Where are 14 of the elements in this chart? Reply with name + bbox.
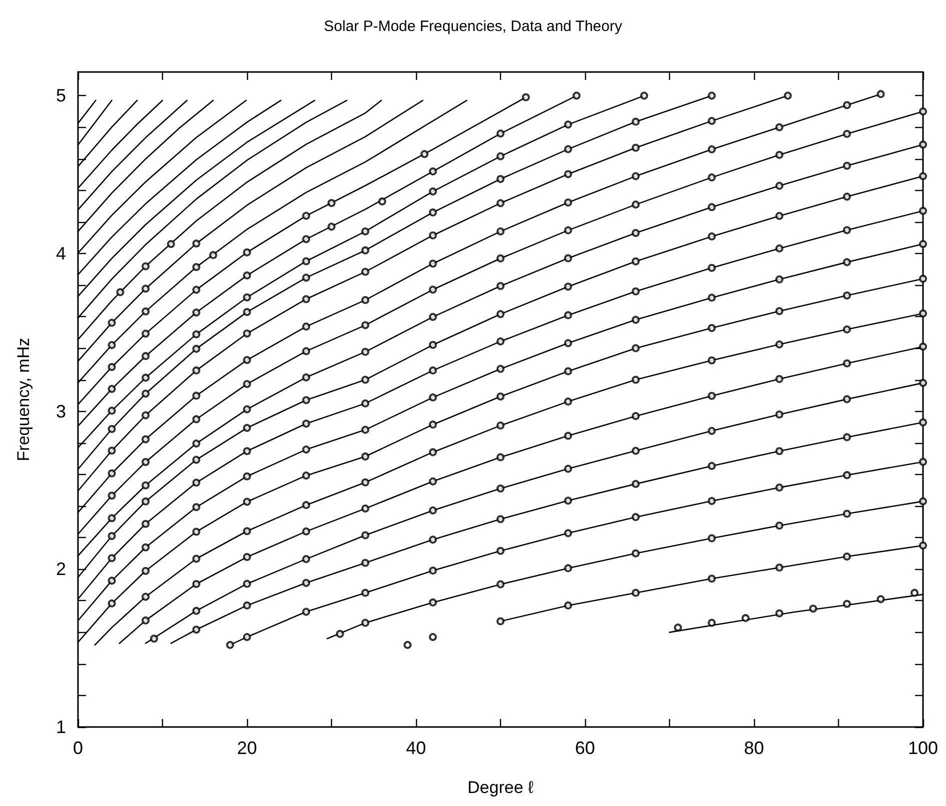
y-tick-label: 5 (56, 86, 66, 106)
x-tick-label: 60 (574, 738, 596, 758)
x-tick-label: 20 (236, 738, 258, 758)
y-tick-label: 3 (56, 401, 66, 422)
y-tick-label: 2 (56, 559, 66, 580)
y-tick-label: 4 (56, 244, 66, 264)
x-tick-label: 100 (908, 738, 938, 758)
x-tick-label: 40 (406, 738, 426, 758)
x-tick-label: 80 (744, 738, 764, 758)
chart-title: Solar P-Mode Frequencies, Data and Theory (324, 18, 623, 35)
x-tick-label: 0 (72, 738, 84, 758)
y-axis-title: Frequency, mHz (14, 338, 33, 462)
y-tick-label: 1 (56, 717, 66, 737)
x-axis-title: Degree ℓ (468, 778, 534, 797)
